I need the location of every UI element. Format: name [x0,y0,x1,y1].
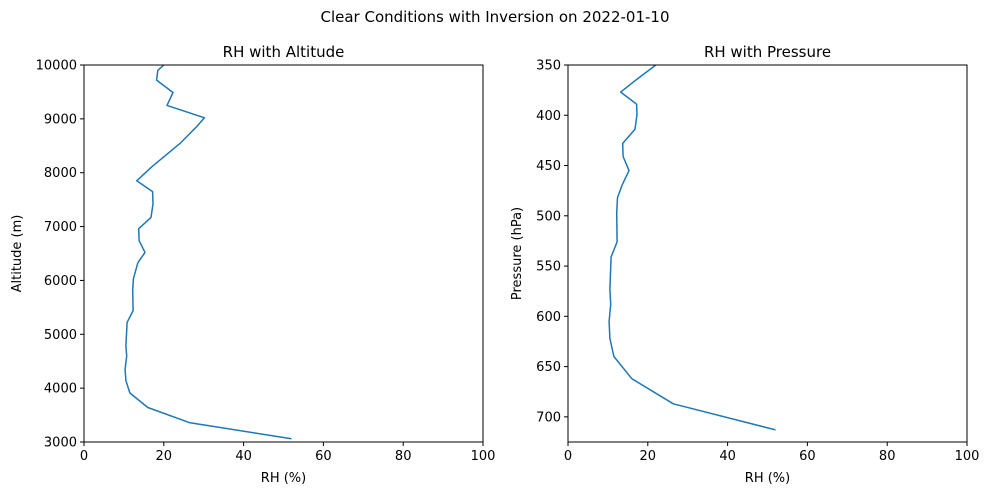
x-tick-label: 100 [471,449,496,464]
y-tick-label: 600 [536,310,561,325]
x-tick-label: 80 [879,449,896,464]
axis-ticks: 0 20 40 60 80 100 3000 4000 5000 6000 7000 8000 9000… [36,59,496,465]
x-tick-label: 0 [80,449,88,464]
y-tick-label: 350 [536,59,561,74]
x-tick-label: 60 [315,449,332,464]
chart-panel-altitude: RH with Altitude 0 20 40 60 80 100 3000 4000 500… [10,43,495,486]
axis-ticks: 0 20 40 60 80 100 350 400 450 500 550 600 650 700 [536,59,979,465]
y-tick-label: 700 [536,410,561,425]
x-tick-label: 20 [156,449,173,464]
y-tick-label: 10000 [36,59,77,74]
figure-title: Clear Conditions with Inversion on 2022-… [320,8,669,26]
y-tick-label: 8000 [44,166,77,181]
x-axis-label: RH (%) [261,471,306,486]
y-tick-label: 5000 [44,328,77,343]
y-axis-label: Altitude (m) [10,215,25,293]
y-tick-label: 9000 [44,112,77,127]
plot-lines [124,64,292,440]
y-tick-label: 3000 [44,436,77,451]
chart-panel-pressure: RH with Pressure 0 20 40 60 80 100 350 400 450 50… [510,43,979,486]
series-line [608,64,776,431]
y-tick-label: 6000 [44,274,77,289]
x-tick-label: 40 [719,449,736,464]
y-tick-label: 500 [536,209,561,224]
axes-frame [83,64,484,443]
y-tick-label: 4000 [44,382,77,397]
x-tick-label: 80 [395,449,412,464]
x-tick-label: 0 [564,449,572,464]
x-tick-label: 40 [235,449,252,464]
chart-title: RH with Altitude [223,43,345,61]
x-tick-label: 20 [640,449,657,464]
chart-title: RH with Pressure [704,43,831,61]
x-tick-label: 100 [955,449,980,464]
axes-frame [567,64,968,443]
plot-lines [608,64,776,431]
y-tick-label: 450 [536,159,561,174]
y-tick-label: 650 [536,360,561,375]
x-axis-label: RH (%) [745,471,790,486]
y-tick-label: 400 [536,109,561,124]
y-tick-label: 7000 [44,220,77,235]
series-line [124,64,292,440]
x-tick-label: 60 [799,449,816,464]
y-tick-label: 550 [536,260,561,275]
y-axis-label: Pressure (hPa) [510,207,525,300]
